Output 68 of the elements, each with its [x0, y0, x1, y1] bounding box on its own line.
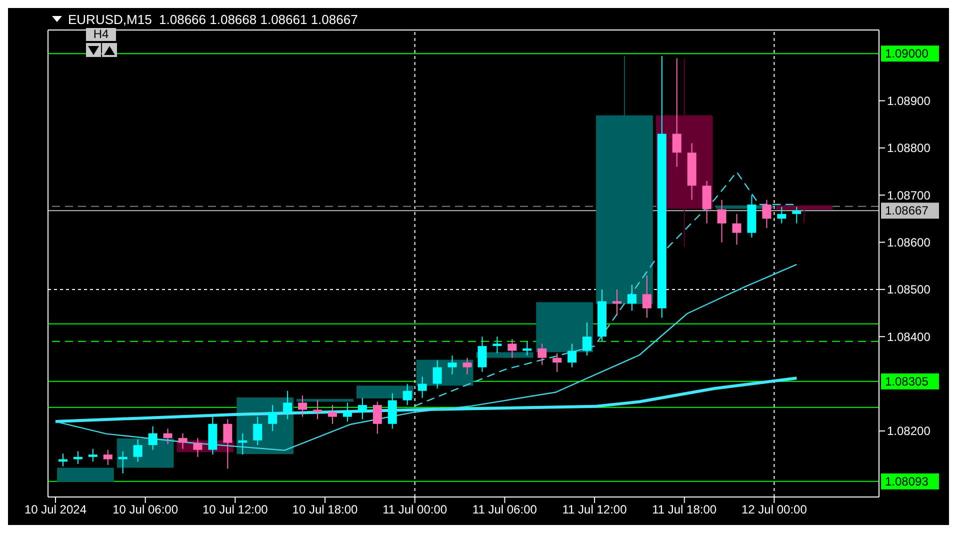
y-tick-label: 1.08200	[887, 424, 931, 438]
candlestick	[178, 432, 188, 450]
line-series	[54, 376, 798, 424]
candlestick	[762, 199, 772, 229]
candlestick	[223, 418, 232, 470]
candlestick	[268, 404, 278, 432]
candlestick	[253, 416, 262, 446]
candlestick	[103, 449, 112, 466]
ref-line-label: 1.08093	[885, 474, 929, 488]
ref-line-label: 1.08305	[885, 374, 929, 388]
candlestick	[133, 438, 142, 462]
y-tick-label: 1.08700	[887, 188, 931, 202]
candlestick	[522, 340, 532, 356]
candlestick	[358, 397, 367, 420]
x-tick-label: 11 Jul 18:00	[652, 502, 717, 517]
x-tick-label: 10 Jul 06:00	[112, 502, 178, 517]
x-tick-label: 11 Jul 00:00	[382, 502, 448, 517]
candlestick	[552, 352, 562, 372]
candlestick	[328, 404, 337, 424]
candlestick	[148, 426, 158, 450]
candlestick	[342, 402, 352, 422]
candlestick	[538, 343, 547, 366]
annotation: H4	[86, 27, 116, 41]
candlestick	[283, 390, 292, 420]
x-tick-label: 10 Jul 12:00	[202, 502, 268, 517]
candlestick	[508, 338, 517, 358]
candlestick	[642, 274, 652, 318]
y-tick-label: 1.08600	[887, 236, 931, 250]
candlestick	[568, 343, 577, 368]
x-tick-label: 11 Jul 12:00	[562, 502, 628, 517]
candlestick	[462, 357, 472, 375]
ref-line-label: 1.08667	[885, 204, 929, 218]
y-tick-label: 1.08500	[887, 282, 931, 297]
candlestick	[792, 206, 802, 224]
candlestick	[418, 376, 427, 398]
candlestick	[627, 284, 636, 312]
candlestick	[492, 336, 502, 354]
candlestick	[313, 400, 322, 420]
candlestick	[298, 395, 308, 418]
candlestick	[448, 354, 457, 375]
chart-title: EURUSD,M15 1.08666 1.08668 1.08661 1.08667	[68, 12, 358, 27]
candlestick	[402, 383, 412, 406]
candlestick	[238, 432, 248, 456]
x-tick-label: 11 Jul 06:00	[472, 502, 538, 517]
candlestick	[478, 336, 487, 372]
candlestick	[702, 180, 712, 224]
y-tick-label: 1.08900	[887, 94, 931, 108]
candlestick	[88, 448, 98, 462]
x-tick-label: 12 Jul 00:00	[741, 502, 808, 517]
candlestick	[612, 288, 622, 316]
candlestick	[717, 199, 726, 243]
candlestick	[777, 206, 786, 224]
candlestick	[582, 322, 592, 356]
y-tick-label: 1.08400	[887, 330, 931, 344]
candlestick	[163, 428, 172, 445]
y-tick-label: 1.08800	[887, 141, 931, 156]
x-tick-label: 10 Jul 18:00	[292, 502, 358, 517]
x-tick-label: 10 Jul 2024	[24, 502, 87, 517]
candlestick	[118, 450, 128, 474]
candlestick	[672, 58, 682, 168]
ref-line-label: 1.09000	[885, 46, 929, 61]
candlestick	[73, 450, 82, 464]
line-series	[54, 264, 798, 451]
candlestick	[732, 213, 742, 246]
candlestick	[432, 360, 442, 390]
candlestick	[388, 392, 397, 430]
candlestick	[372, 401, 382, 434]
candlestick	[193, 438, 202, 458]
